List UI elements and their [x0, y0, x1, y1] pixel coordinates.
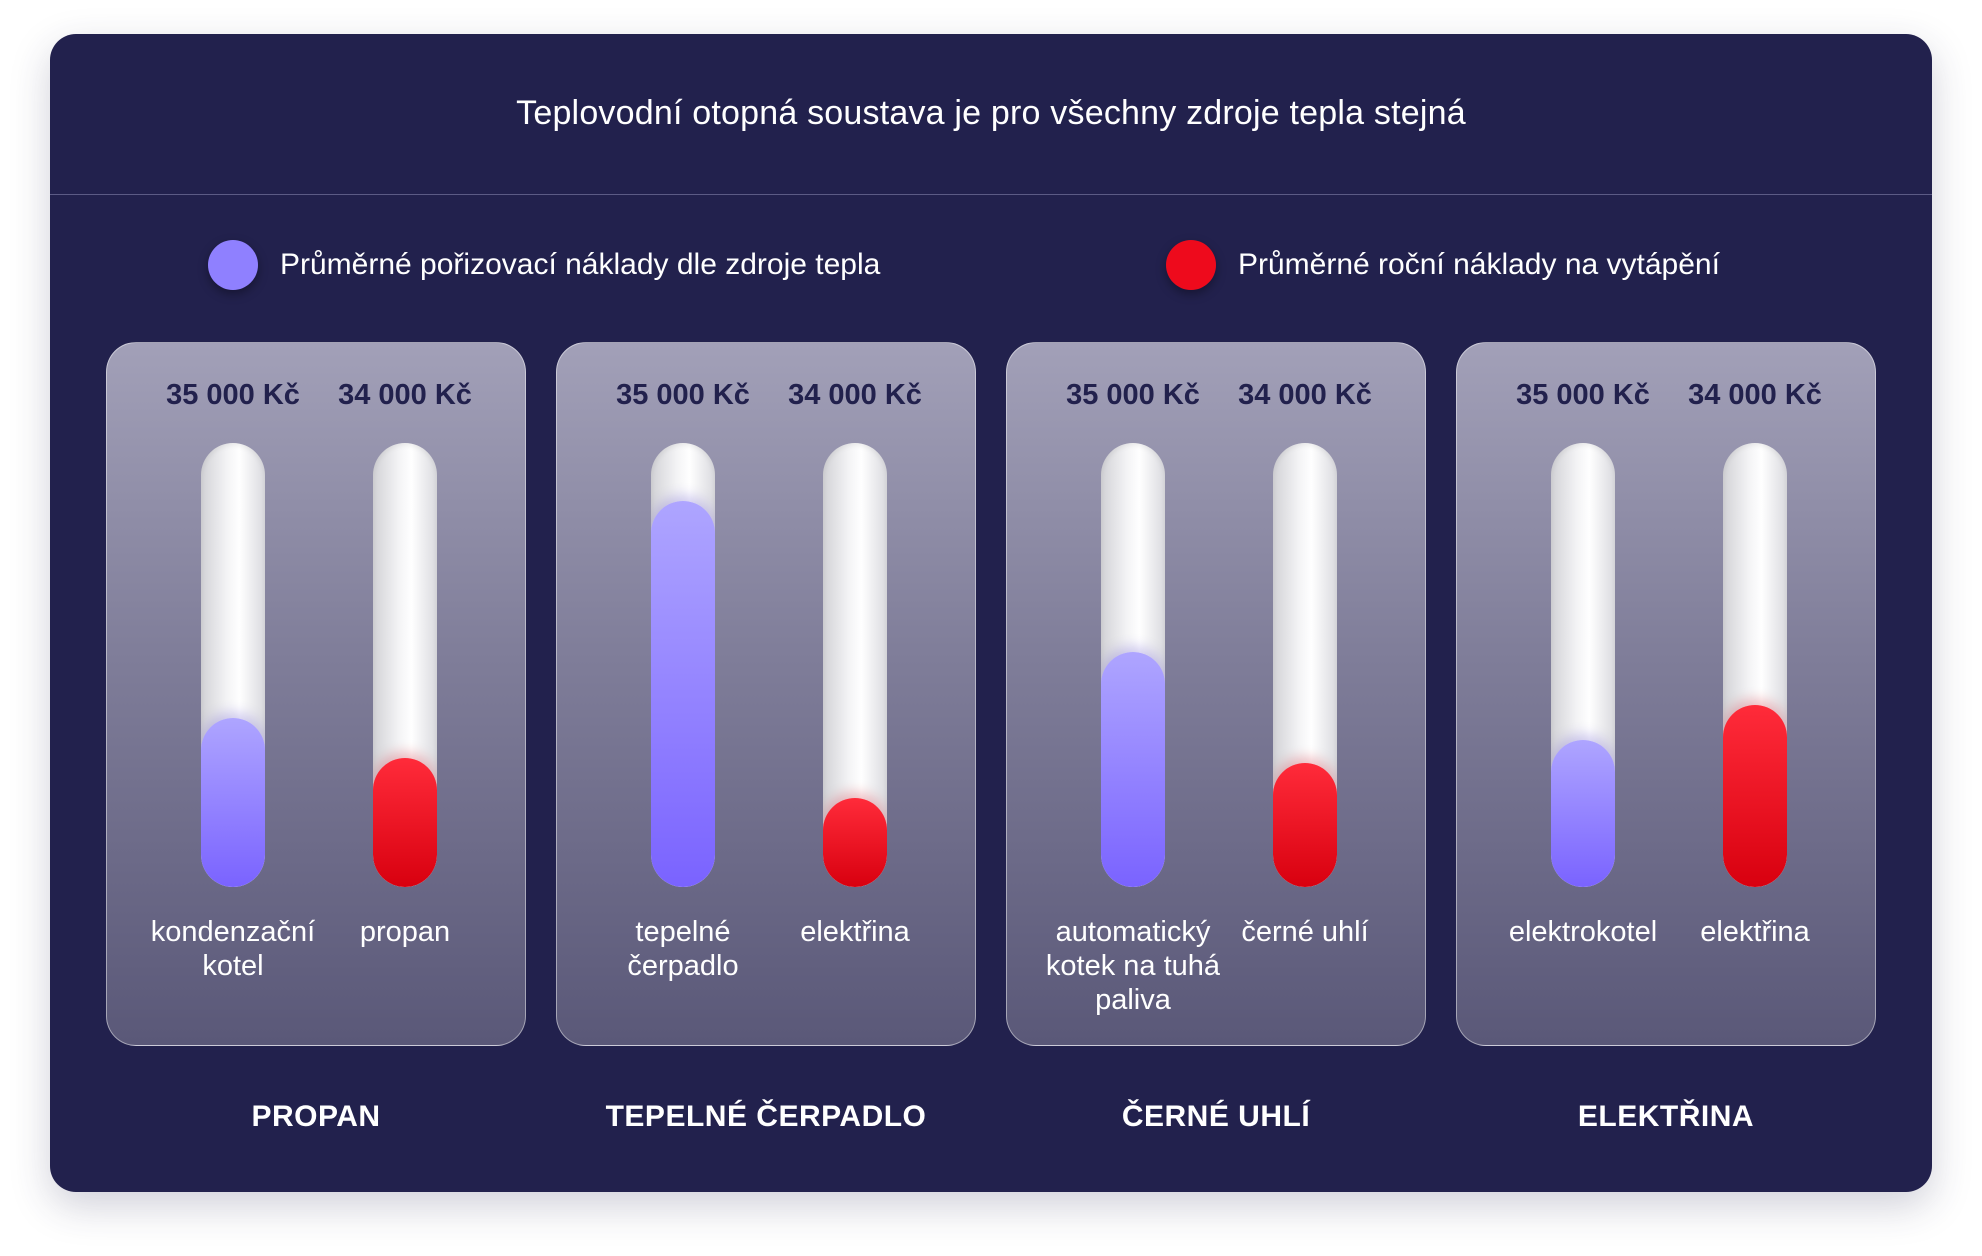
bar-column: 34 000 Kč elektřina [769, 343, 941, 1045]
legend-annual-label: Průměrné roční náklady na vytápění [1238, 248, 1720, 281]
bar-category-label: kondenzační kotel [150, 916, 316, 982]
bar-fill [373, 758, 437, 887]
bar-track [823, 443, 887, 887]
bar-column: 34 000 Kč černé uhlí [1219, 343, 1391, 1045]
group-panel-elektrina: 35 000 Kč elektrokotel 34 000 Kč elektři… [1456, 342, 1876, 1046]
bar-track [201, 443, 265, 887]
bar-track [1273, 443, 1337, 887]
bar-category-label: elektrokotel [1508, 916, 1658, 948]
bar-fill [823, 798, 887, 887]
bar-category-label: tepelné čerpadlo [627, 916, 739, 982]
legend-annual-swatch [1166, 240, 1216, 290]
bar-fill [1551, 740, 1615, 887]
bar-value-label: 34 000 Kč [338, 379, 472, 411]
chart-title: Teplovodní otopná soustava je pro všechn… [516, 94, 1466, 132]
bar-column: 34 000 Kč elektřina [1669, 343, 1841, 1045]
bar-track [373, 443, 437, 887]
bar-value-label: 35 000 Kč [1516, 379, 1650, 411]
bar-fill [1723, 704, 1787, 887]
bar-track [651, 443, 715, 887]
legend-item-purchase: Průměrné pořizovací náklady dle zdroje t… [208, 240, 880, 290]
bar-category-label: propan [359, 916, 451, 948]
bar-column: 35 000 Kč automatický kotek na tuhá pali… [1046, 343, 1220, 1045]
bar-fill [1273, 762, 1337, 887]
bar-value-label: 35 000 Kč [616, 379, 750, 411]
bar-value-label: 35 000 Kč [166, 379, 300, 411]
bar-value-label: 34 000 Kč [1238, 379, 1372, 411]
bar-column: 35 000 Kč elektrokotel [1497, 343, 1669, 1045]
legend-purchase-label: Průměrné pořizovací náklady dle zdroje t… [280, 248, 881, 281]
bar-column: 35 000 Kč kondenzační kotel [147, 343, 319, 1045]
group-panel-propan: 35 000 Kč kondenzační kotel 34 000 Kč pr… [106, 342, 526, 1046]
group-name-tepelne-cerpadlo: TEPELNÉ ČERPADLO [605, 1100, 927, 1133]
group-panel-cerne-uhli: 35 000 Kč automatický kotek na tuhá pali… [1006, 342, 1426, 1046]
group-name-propan: PROPAN [251, 1100, 381, 1133]
legend-item-annual: Průměrné roční náklady na vytápění [1166, 240, 1720, 290]
bar-value-label: 34 000 Kč [1688, 379, 1822, 411]
title-divider [50, 194, 1932, 195]
bar-value-label: 34 000 Kč [788, 379, 922, 411]
bar-category-label: elektřina [1700, 916, 1810, 948]
bar-category-label: elektřina [800, 916, 910, 948]
group-name-elektrina: ELEKTŘINA [1577, 1100, 1755, 1133]
bar-column: 35 000 Kč tepelné čerpadlo [597, 343, 769, 1045]
chart-card: Teplovodní otopná soustava je pro všechn… [50, 34, 1932, 1192]
bar-track [1551, 443, 1615, 887]
bar-track [1101, 443, 1165, 887]
group-name-cerne-uhli: ČERNÉ UHLÍ [1121, 1100, 1311, 1133]
bar-value-label: 35 000 Kč [1066, 379, 1200, 411]
bar-column: 34 000 Kč propan [319, 343, 491, 1045]
bar-fill [201, 718, 265, 887]
bar-fill [1101, 651, 1165, 887]
bar-category-label: černé uhlí [1241, 916, 1369, 948]
legend-purchase-swatch [208, 240, 258, 290]
bar-fill [651, 500, 715, 887]
bar-category-label: automatický kotek na tuhá paliva [1045, 916, 1221, 1016]
bar-track [1723, 443, 1787, 887]
group-panel-tepelne-cerpadlo: 35 000 Kč tepelné čerpadlo 34 000 Kč ele… [556, 342, 976, 1046]
